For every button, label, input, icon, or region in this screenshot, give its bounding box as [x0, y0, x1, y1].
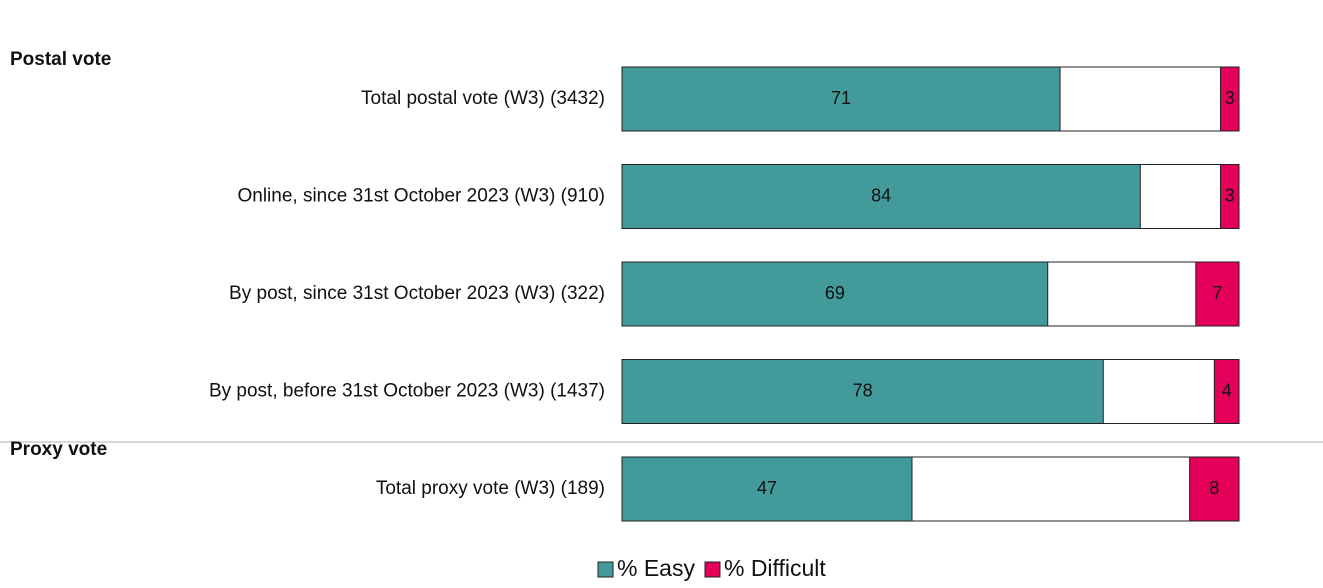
bar-easy — [621, 164, 1141, 229]
value-label: 69 — [825, 283, 845, 303]
value-label: 47 — [757, 478, 777, 498]
value-label: 71 — [831, 88, 851, 108]
bar-easy — [621, 359, 1104, 424]
category-label: By post, before 31st October 2023 (W3) (… — [209, 381, 605, 402]
bar-easy — [621, 66, 1061, 132]
category-label: By post, since 31st October 2023 (W3) (3… — [229, 283, 605, 304]
category-label: Total proxy vote (W3) (189) — [376, 478, 605, 499]
bar-difficult — [1219, 164, 1240, 229]
bar-easy — [621, 261, 1049, 327]
bar-easy — [621, 456, 913, 522]
value-label: 4 — [1222, 380, 1232, 400]
bar-difficult — [1195, 261, 1240, 327]
legend-label: % Easy — [617, 555, 695, 581]
legend-swatch — [704, 561, 721, 578]
category-label: Online, since 31st October 2023 (W3) (91… — [237, 186, 605, 207]
bar-difficult — [1213, 359, 1240, 424]
legend-label: % Difficult — [724, 555, 826, 581]
category-label: Total postal vote (W3) (3432) — [361, 88, 605, 109]
bar-difficult — [1189, 456, 1240, 522]
bar-difficult — [1219, 66, 1240, 132]
group-label: Proxy vote — [10, 439, 107, 460]
legend-swatch — [597, 561, 614, 578]
value-label: 3 — [1225, 88, 1235, 108]
group-label: Postal vote — [10, 49, 111, 70]
value-label: 3 — [1225, 185, 1235, 205]
value-label: 7 — [1212, 283, 1222, 303]
value-label: 78 — [853, 380, 873, 400]
value-label: 84 — [871, 185, 891, 205]
value-label: 8 — [1209, 478, 1219, 498]
